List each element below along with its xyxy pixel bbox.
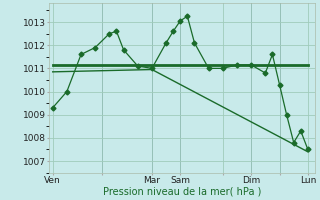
X-axis label: Pression niveau de la mer( hPa ): Pression niveau de la mer( hPa ) bbox=[103, 187, 261, 197]
